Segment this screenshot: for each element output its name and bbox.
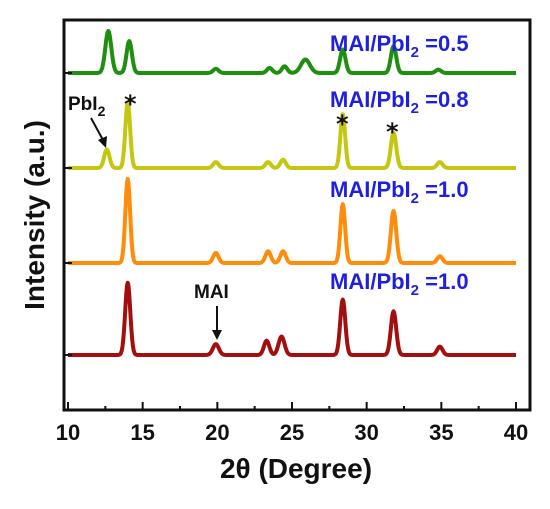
mai-arrowhead bbox=[212, 330, 222, 340]
asterisk-marker-3: * bbox=[386, 118, 399, 146]
series-line-3 bbox=[66, 177, 518, 265]
x-tick-label-10: 10 bbox=[56, 420, 80, 445]
x-tick-label-20: 20 bbox=[205, 420, 229, 445]
plot-frame bbox=[62, 18, 532, 412]
y-axis-title: Intensity (a.u.) bbox=[19, 120, 50, 310]
x-axis-title: 2θ (Degree) bbox=[220, 453, 372, 484]
pbi2-arrowhead bbox=[98, 136, 107, 148]
x-tick-label-35: 35 bbox=[429, 420, 453, 445]
x-tick-label-40: 40 bbox=[504, 420, 528, 445]
series-line-2 bbox=[66, 100, 518, 170]
series-label-1: MAI/PbI2 =0.5 bbox=[330, 31, 469, 61]
y-axis-ticks bbox=[64, 72, 72, 356]
pbi2-annotation: PbI2 bbox=[68, 94, 106, 119]
pbi2-arrow bbox=[90, 117, 104, 141]
series-label-2: MAI/PbI2 =0.8 bbox=[330, 87, 469, 117]
asterisk-marker-1: * bbox=[124, 90, 137, 118]
series-label-3: MAI/PbI2 =1.0 bbox=[330, 177, 469, 207]
asterisk-marker-2: * bbox=[336, 110, 349, 138]
series-line-4 bbox=[66, 280, 518, 357]
series-curves bbox=[66, 29, 518, 357]
x-tick-label-15: 15 bbox=[130, 420, 154, 445]
x-tick-label-30: 30 bbox=[354, 420, 378, 445]
series-line-1 bbox=[66, 29, 518, 75]
mai-annotation: MAI bbox=[194, 282, 229, 303]
x-tick-label-25: 25 bbox=[280, 420, 304, 445]
series-label-4: MAI/PbI2 =1.0 bbox=[330, 269, 469, 299]
x-axis-ticks: 10 15 20 25 30 35 40 bbox=[56, 402, 528, 445]
